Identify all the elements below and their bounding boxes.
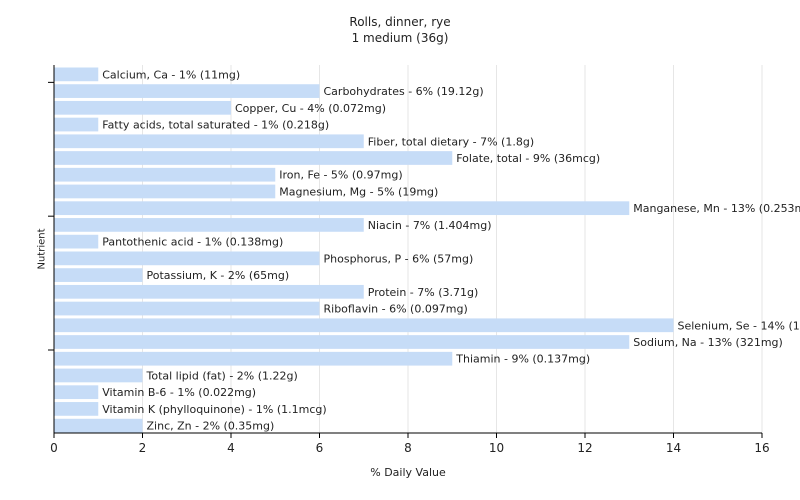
bar-label: Magnesium, Mg - 5% (19mg) (279, 185, 438, 198)
x-tick-label: 6 (316, 441, 324, 455)
bar-label: Fatty acids, total saturated - 1% (0.218… (102, 119, 329, 132)
bar (54, 117, 99, 132)
bar-label: Carbohydrates - 6% (19.12g) (324, 85, 484, 98)
bar-label: Potassium, K - 2% (65mg) (147, 269, 290, 282)
bar (54, 318, 674, 333)
x-tick-label: 2 (139, 441, 147, 455)
bar (54, 234, 99, 249)
bar (54, 418, 143, 433)
x-tick-label: 8 (404, 441, 412, 455)
bar-label: Riboflavin - 6% (0.097mg) (324, 303, 468, 316)
x-tick-label: 10 (489, 441, 504, 455)
bar-label: Thiamin - 9% (0.137mg) (455, 353, 590, 366)
bar (54, 368, 143, 383)
bar-label: Copper, Cu - 4% (0.072mg) (235, 102, 386, 115)
bar (54, 251, 320, 266)
bar (54, 100, 231, 115)
bar (54, 134, 364, 149)
bar-label: Iron, Fe - 5% (0.97mg) (279, 169, 402, 182)
bar-label: Vitamin B-6 - 1% (0.022mg) (102, 386, 256, 399)
bar (54, 218, 364, 232)
bar-label: Pantothenic acid - 1% (0.138mg) (102, 236, 283, 249)
bar-label: Protein - 7% (3.71g) (368, 286, 479, 299)
x-tick-label: 0 (50, 441, 58, 455)
bar (54, 284, 364, 299)
bar-label: Manganese, Mn - 13% (0.253mg) (633, 202, 800, 215)
y-axis-label: Nutrient (36, 228, 48, 270)
bar (54, 201, 630, 216)
bar-label: Fiber, total dietary - 7% (1.8g) (368, 135, 534, 148)
bar (54, 268, 143, 282)
bar-label: Selenium, Se - 14% (10.0mcg) (678, 319, 800, 332)
x-tick-label: 12 (577, 441, 592, 455)
bar (54, 301, 320, 316)
bar (54, 335, 630, 349)
bar-label: Folate, total - 9% (36mcg) (456, 152, 600, 165)
x-tick-label: 16 (754, 441, 769, 455)
bar (54, 351, 453, 366)
bar-label: Zinc, Zn - 2% (0.35mg) (147, 420, 275, 433)
bar-label: Sodium, Na - 13% (321mg) (633, 336, 783, 349)
x-tick-label: 14 (666, 441, 681, 455)
bar-label: Vitamin K (phylloquinone) - 1% (1.1mcg) (102, 403, 326, 416)
bar (54, 151, 453, 165)
bar-label: Phosphorus, P - 6% (57mg) (324, 252, 474, 265)
bar (54, 84, 320, 98)
x-tick-label: 4 (227, 441, 235, 455)
bar (54, 167, 276, 182)
chart-subtitle: 1 medium (36g) (351, 31, 449, 45)
x-axis-label: % Daily Value (370, 466, 446, 479)
bar (54, 385, 99, 400)
bar (54, 184, 276, 199)
bar-label: Niacin - 7% (1.404mg) (368, 219, 492, 232)
bar-label: Total lipid (fat) - 2% (1.22g) (146, 369, 298, 382)
bar (54, 67, 99, 82)
bar-label: Calcium, Ca - 1% (11mg) (102, 68, 240, 81)
bar (54, 402, 99, 416)
chart-title: Rolls, dinner, rye (349, 15, 451, 29)
